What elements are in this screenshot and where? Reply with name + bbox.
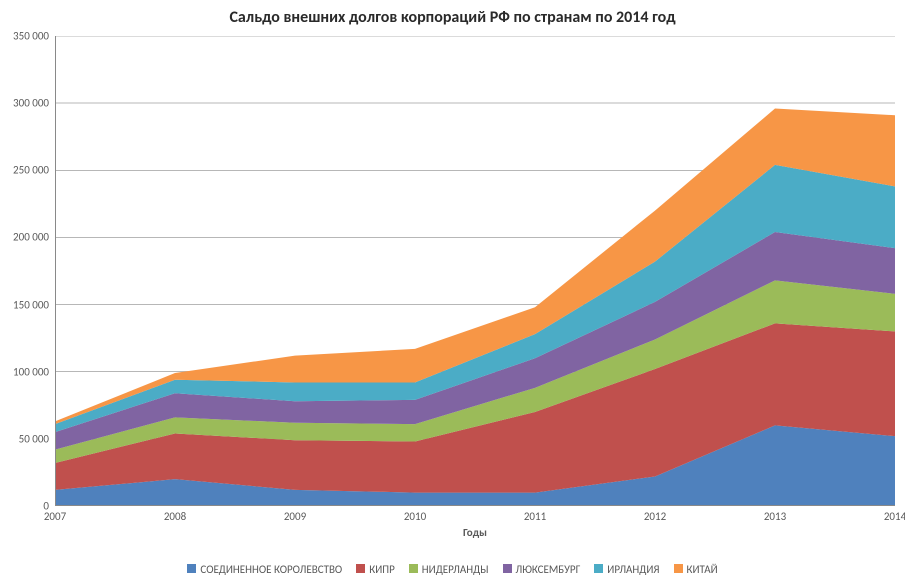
legend-label: КИПР	[369, 563, 395, 576]
chart-title: Сальдо внешних долгов корпораций РФ по с…	[0, 8, 905, 27]
legend-label: СОЕДИНЕННОЕ КОРОЛЕВСТВО	[200, 563, 342, 576]
legend-swatch	[187, 564, 196, 573]
y-tick-label: 150 000	[13, 298, 55, 311]
x-tick-label: 2013	[764, 506, 786, 523]
area-chart-svg	[55, 36, 895, 506]
legend-item-ie: ИРЛАНДИЯ	[594, 563, 659, 576]
legend-item-nl: НИДЕРЛАНДЫ	[409, 563, 489, 576]
y-tick-label: 300 000	[13, 97, 55, 110]
x-tick-label: 2007	[44, 506, 66, 523]
legend-label: КИТАЙ	[687, 563, 718, 576]
x-tick-label: 2010	[404, 506, 426, 523]
plot-area: 050 000100 000150 000200 000250 000300 0…	[55, 36, 895, 506]
legend-label: НИДЕРЛАНДЫ	[422, 563, 489, 576]
legend-item-cyprus: КИПР	[356, 563, 395, 576]
chart-container: Сальдо внешних долгов корпораций РФ по с…	[0, 0, 905, 582]
legend-swatch	[409, 564, 418, 573]
x-tick-label: 2008	[164, 506, 186, 523]
x-axis-title: Годы	[463, 526, 487, 539]
x-tick-label: 2009	[284, 506, 306, 523]
legend-item-lux: ЛЮКСЕМБУРГ	[503, 563, 581, 576]
chart-legend: СОЕДИНЕННОЕ КОРОЛЕВСТВО КИПР НИДЕРЛАНДЫ ЛЮК…	[0, 563, 905, 576]
y-tick-label: 350 000	[13, 30, 55, 43]
y-tick-label: 250 000	[13, 164, 55, 177]
legend-item-uk: СОЕДИНЕННОЕ КОРОЛЕВСТВО	[187, 563, 342, 576]
legend-swatch	[594, 564, 603, 573]
legend-swatch	[674, 564, 683, 573]
x-tick-label: 2011	[524, 506, 546, 523]
y-tick-label: 100 000	[13, 365, 55, 378]
legend-label: ЛЮКСЕМБУРГ	[516, 563, 581, 576]
x-tick-label: 2012	[644, 506, 666, 523]
legend-swatch	[503, 564, 512, 573]
y-tick-label: 50 000	[19, 432, 55, 445]
legend-label: ИРЛАНДИЯ	[607, 563, 659, 576]
legend-item-cn: КИТАЙ	[674, 563, 718, 576]
x-tick-label: 2014	[884, 506, 905, 523]
y-tick-label: 200 000	[13, 231, 55, 244]
legend-swatch	[356, 564, 365, 573]
